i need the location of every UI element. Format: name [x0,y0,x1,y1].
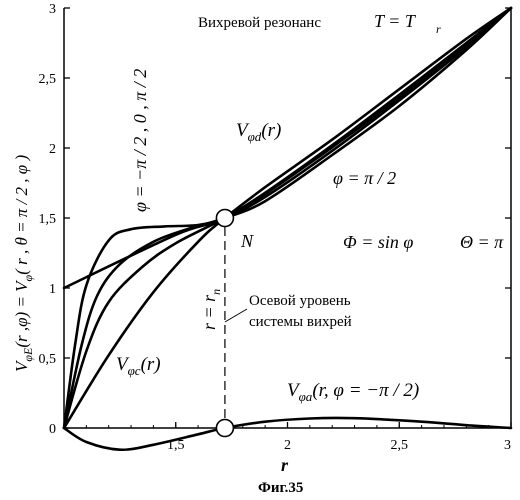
y-tick-label: 0,5 [39,352,57,367]
label-Phi-eq: Φ = sin φ [343,232,413,252]
label-phi-half-pi: φ = π / 2 [333,168,396,188]
x-tick-label: 2,5 [391,438,409,453]
label-point-N: N [240,231,254,251]
svg-text:r = rn: r = rn [199,289,223,330]
label-vd: Vφd(r) [236,120,281,144]
figure-caption: Фиг.35 [258,480,303,496]
label-va: Vφa(r, φ = −π / 2) [287,380,419,404]
label-axis-level-2: системы вихрей [249,314,352,330]
label-Theta-eq: Θ = π [460,232,504,252]
point-N-circle [216,210,233,227]
y-tick-label: 2 [49,142,56,157]
y-tick-label: 2,5 [39,72,57,87]
axis-level-leader [225,309,247,322]
label-r-eq: r = rn [199,289,223,330]
chart-title: Вихревой резонанс [198,15,321,31]
label-phi-list: φ = −π / 2 , 0 , π / 2 [130,69,150,212]
title-condition-sub: r [436,22,441,36]
y-axis-label: VφE(r ,φ) = Vφ( r , θ = π / 2 , φ ) [12,155,35,372]
y-tick-label: 1,5 [39,212,57,227]
ylabel-rest2: ( r , θ = π / 2 , φ ) [12,155,31,275]
y-tick-label: 3 [49,2,56,17]
y-tick-label: 0 [49,422,56,437]
svg-text:VφE(r ,φ) = Vφ( r , θ = π / 2: VφE(r ,φ) = Vφ( r , θ = π / 2 , φ ) [12,155,35,372]
x-tick-label: 3 [504,438,511,453]
label-axis-level-1: Осевой уровень [249,293,351,309]
axis-crossing-circle [216,420,233,437]
x-axis-label: r [281,455,289,475]
ylabel-rest: (r ,φ) = V [12,279,31,348]
label-vc: Vφc(r) [116,354,161,378]
title-condition: T = T [374,11,417,31]
y-tick-label: 1 [49,282,56,297]
x-tick-label: 2 [284,438,291,453]
ylabel-sub: φE [21,347,35,362]
